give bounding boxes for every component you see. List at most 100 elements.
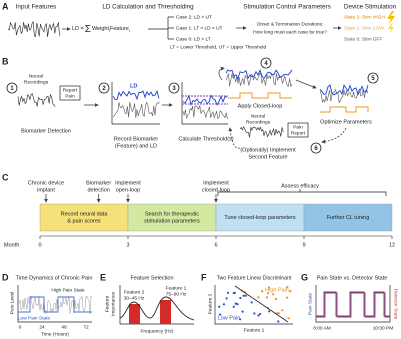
- trace: [319, 84, 369, 96]
- x-label: Feature 1: [244, 327, 265, 333]
- formula-sub: i: [129, 28, 130, 33]
- input-trace: [7, 20, 60, 37]
- panel-label: C: [2, 172, 9, 182]
- panel-title: Feature Selection: [130, 275, 173, 281]
- scatter-dot: [268, 286, 271, 289]
- step-number: 4: [264, 61, 268, 67]
- annotation: Low Pain: [218, 315, 241, 321]
- caption: Pain: [65, 93, 75, 99]
- caption: Second Feature: [248, 154, 287, 160]
- formula-sub: i: [109, 28, 110, 33]
- scatter-dot: [232, 305, 235, 308]
- arrow: [295, 79, 317, 89]
- formula-lhs: LD =: [72, 26, 84, 32]
- scatter-dot: [289, 289, 292, 293]
- scatter-dot: [287, 317, 290, 320]
- note: LT = Lower Threshold, UT = Upper Thresho…: [170, 44, 267, 50]
- signal-trace: [112, 89, 160, 118]
- event-label: closed-loop: [202, 187, 230, 193]
- feature-band: [129, 304, 140, 324]
- axis: [214, 285, 293, 325]
- phase-label: stimulation parameters: [144, 218, 200, 224]
- caption: (Optionally) Implement: [240, 147, 296, 153]
- trace: [112, 101, 160, 118]
- ld-label: LD: [130, 83, 137, 89]
- scatter-dot: [286, 286, 289, 289]
- annotation: High Pain State: [51, 287, 85, 293]
- axis: [111, 82, 160, 125]
- scatter-dot: [257, 296, 260, 299]
- event-label: Implement: [203, 180, 229, 186]
- stim-trace: [320, 106, 369, 113]
- importance-curve: [119, 296, 195, 321]
- report-box: [287, 122, 309, 138]
- month-tick-label: 3: [126, 242, 129, 248]
- y-label: Importance: [110, 292, 116, 316]
- scatter-dot: [266, 292, 269, 295]
- scatter-dot: [236, 303, 239, 306]
- step-marker: [6, 82, 18, 94]
- annotation: 75–90 Hz: [166, 291, 187, 297]
- trace: [17, 93, 56, 107]
- phase-label: & pain scores: [67, 218, 101, 224]
- formula-feature: Feature: [110, 26, 129, 32]
- annotation: Feature 1: [166, 285, 187, 291]
- scatter-dot: [257, 314, 260, 317]
- scatter-dot: [241, 310, 244, 313]
- scatter-dot: [259, 312, 262, 316]
- x-label: Time (Hours): [41, 331, 69, 337]
- caption: Neural: [29, 73, 43, 79]
- caption: Neural: [251, 113, 265, 119]
- phase-box: [215, 203, 305, 232]
- trace: [182, 94, 228, 107]
- month-tick-label: 0: [38, 242, 41, 248]
- event-label: open-loop: [116, 187, 140, 193]
- step-number: 1: [10, 86, 14, 92]
- detector-state-trace: [316, 292, 390, 318]
- panel-label: G: [301, 272, 308, 282]
- scatter-dot: [277, 312, 280, 315]
- scatter-dot: [218, 305, 221, 308]
- state-trace: [18, 296, 92, 313]
- assess-label: Assess efficacy: [281, 183, 319, 189]
- x-tick-label: 0: [19, 324, 22, 330]
- caption: Apply Closed-loop: [238, 103, 283, 109]
- step-number: 5: [371, 76, 375, 82]
- step-marker: [260, 57, 272, 69]
- panel-label: F: [201, 272, 207, 282]
- arrow: [228, 127, 241, 149]
- annotation: 30–45 Hz: [124, 295, 145, 301]
- axis: [17, 285, 92, 323]
- y-label: Feature 2: [207, 293, 213, 314]
- axis: [315, 285, 391, 323]
- panel-title: Two Feature Linear Discriminant: [217, 275, 292, 281]
- scatter-dot: [277, 320, 280, 323]
- event-label: Biomarker: [86, 180, 111, 186]
- scatter-dot: [286, 296, 289, 299]
- signal-trace: [319, 84, 369, 104]
- x-label: Frequency (Hz): [140, 328, 173, 334]
- month-tick-label: 9: [302, 242, 305, 248]
- caption: Report: [63, 87, 78, 93]
- y-label: Feature: [104, 295, 110, 312]
- x-tick-label: 24: [39, 324, 45, 330]
- scatter-dot: [219, 313, 222, 316]
- signal-trace: [225, 69, 293, 88]
- neural-trace: [17, 93, 56, 107]
- step-marker: [310, 142, 322, 154]
- trace: [112, 89, 160, 101]
- arrow: [321, 127, 347, 144]
- scatter-dot: [281, 309, 284, 312]
- scatter-dot: [272, 293, 275, 296]
- phase-label: Further CL tuning: [327, 215, 370, 221]
- panel-title: Time Dynamics of Chronic Pain: [16, 275, 93, 281]
- header: Device Stimulation: [344, 4, 397, 11]
- x-tick-label: 10:00 PM: [373, 325, 394, 331]
- x-tick-label: 8:00 AM: [313, 325, 331, 331]
- stim-trace: [228, 92, 292, 99]
- annotation: Feature 2: [124, 289, 145, 295]
- caption: (Feature) and LD: [115, 143, 157, 149]
- step-number: 6: [314, 146, 318, 152]
- arrow: [218, 66, 225, 81]
